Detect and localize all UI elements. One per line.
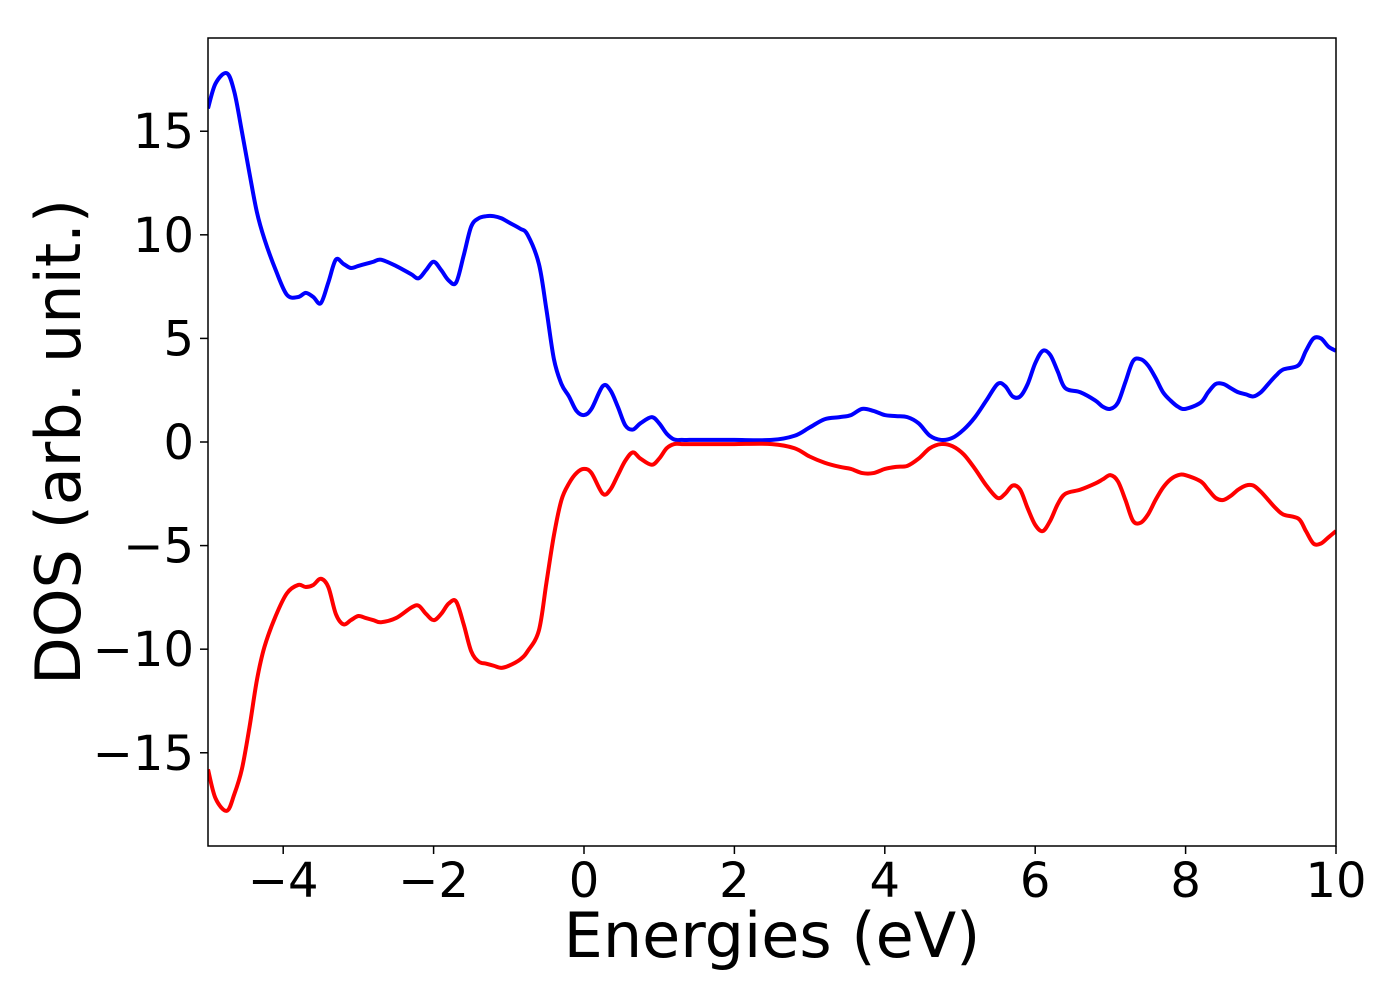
series-group <box>208 71 1336 813</box>
x-tick-label: −2 <box>398 853 469 909</box>
y-tick-label: −10 <box>93 622 194 678</box>
y-tick-label: 5 <box>163 311 194 367</box>
y-tick-label: 10 <box>133 208 194 264</box>
y-axis-ticks: −15 −10 −5 0 5 10 15 <box>93 104 208 782</box>
x-tick-label: 6 <box>1020 853 1051 909</box>
y-axis-title: DOS (arb. unit.) <box>22 199 95 685</box>
y-tick-label: 0 <box>163 415 194 471</box>
x-tick-label: 8 <box>1170 853 1201 909</box>
y-tick-label: −5 <box>123 519 194 575</box>
x-axis-ticks: −4 −2 0 2 4 6 8 10 <box>248 846 1367 909</box>
series-line-1 <box>208 71 1336 443</box>
plot-area <box>207 37 1337 847</box>
y-tick-label: −15 <box>93 726 194 782</box>
series-line-2 <box>208 441 1336 813</box>
x-tick-label: 4 <box>870 853 901 909</box>
plot-frame <box>207 37 1337 847</box>
x-tick-label: 10 <box>1305 853 1366 909</box>
x-tick-label: −4 <box>248 853 319 909</box>
x-axis-title: Energies (eV) <box>564 899 981 972</box>
x-tick-label: 0 <box>569 853 600 909</box>
x-tick-label: 2 <box>719 853 750 909</box>
y-tick-label: 15 <box>133 104 194 160</box>
